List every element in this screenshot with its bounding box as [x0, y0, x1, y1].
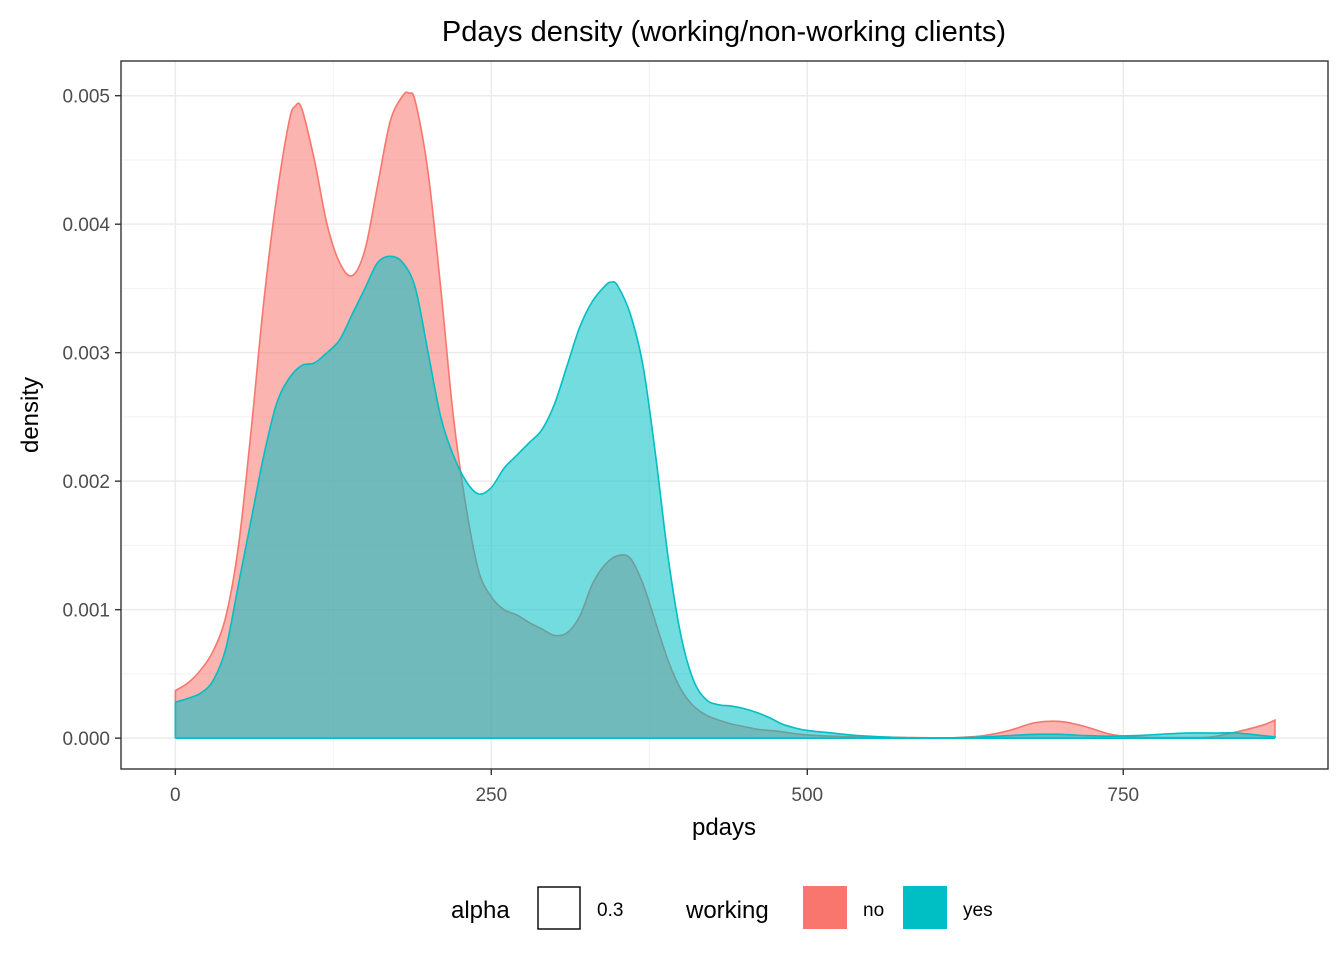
y-tick-label: 0.002	[62, 472, 110, 493]
x-axis-title: pdays	[692, 814, 756, 841]
x-tick-label: 0	[170, 785, 181, 806]
legend-label-alpha: 0.3	[597, 900, 623, 921]
legend: alpha 0.3 working no yes	[451, 886, 993, 930]
density-areas	[174, 91, 1276, 739]
plot-title: Pdays density (working/non-working clien…	[442, 16, 1006, 48]
legend-key-alpha	[537, 886, 581, 930]
y-tick-label: 0.001	[62, 601, 110, 622]
x-tick-label: 750	[1107, 785, 1139, 806]
x-tick-label: 500	[791, 785, 823, 806]
legend-key-yes	[903, 886, 947, 929]
legend-label-yes: yes	[963, 900, 993, 921]
x-tick-label: 250	[475, 785, 507, 806]
y-tick-label: 0.003	[62, 344, 110, 365]
legend-key-no	[803, 886, 847, 929]
y-tick-label: 0.005	[62, 87, 110, 108]
legend-title-working: working	[685, 897, 769, 924]
y-axis-title: density	[17, 377, 44, 453]
y-tick-label: 0.004	[62, 215, 110, 236]
legend-label-no: no	[863, 900, 884, 921]
plot-panel-border	[120, 60, 1329, 770]
density-area-yes	[175, 256, 1275, 739]
legend-title-alpha: alpha	[451, 897, 510, 924]
y-axis: 0.000 0.001 0.002 0.003 0.004 0.005	[62, 87, 121, 750]
x-axis: 0 250 500 750	[170, 769, 1139, 806]
y-tick-label: 0.000	[62, 729, 110, 750]
density-line-yes	[174, 255, 1276, 739]
